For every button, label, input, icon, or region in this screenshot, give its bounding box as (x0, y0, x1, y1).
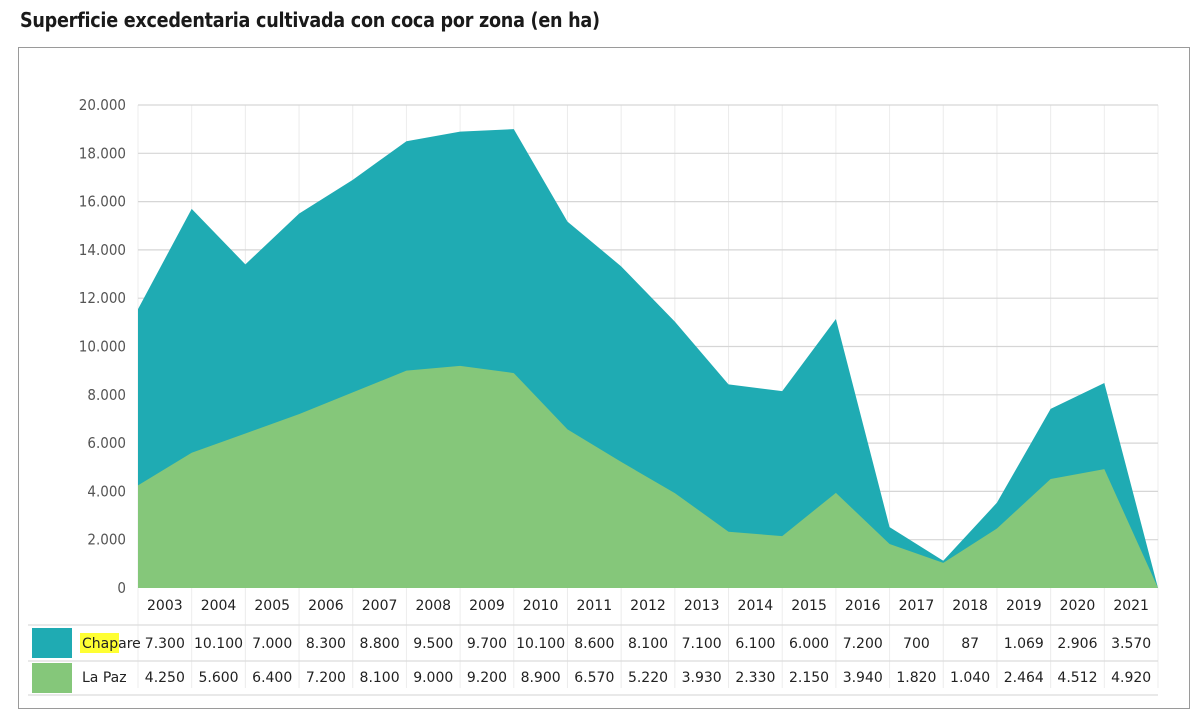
y-tick-label: 8.000 (87, 386, 126, 404)
chart-title: Superficie excedentaria cultivada con co… (20, 8, 600, 32)
y-tick-label: 20.000 (79, 96, 126, 114)
x-tick-label: 2013 (684, 598, 720, 614)
x-tick-label: 2006 (308, 598, 344, 614)
y-tick-label: 2.000 (87, 531, 126, 549)
data-label-chapare: 7.200 (843, 636, 883, 652)
data-label-chapare: 9.700 (467, 636, 507, 652)
data-label-la-paz: 1.820 (896, 670, 936, 686)
data-label-chapare: 700 (903, 636, 930, 652)
data-label-la-paz: 4.250 (145, 670, 185, 686)
data-label-chapare: 1.069 (1004, 636, 1044, 652)
y-tick-label: 6.000 (87, 434, 126, 452)
legend-swatch-chapare (32, 628, 72, 658)
data-label-la-paz: 6.570 (574, 670, 614, 686)
data-label-la-paz: 5.220 (628, 670, 668, 686)
data-label-chapare: 7.000 (252, 636, 292, 652)
data-label-la-paz: 3.930 (682, 670, 722, 686)
data-label-chapare: 7.100 (682, 636, 722, 652)
x-tick-label: 2020 (1060, 598, 1096, 614)
data-label-chapare: 3.570 (1111, 636, 1151, 652)
y-tick-label: 12.000 (79, 289, 126, 307)
x-tick-label: 2016 (845, 598, 881, 614)
data-label-chapare: 87 (961, 636, 979, 652)
data-label-la-paz: 9.200 (467, 670, 507, 686)
data-label-chapare: 2.906 (1057, 636, 1097, 652)
data-label-chapare: 9.500 (413, 636, 453, 652)
y-tick-label: 18.000 (79, 144, 126, 162)
data-label-la-paz: 2.150 (789, 670, 829, 686)
data-label-la-paz: 1.040 (950, 670, 990, 686)
y-tick-label: 14.000 (79, 241, 126, 259)
x-tick-label: 2007 (362, 598, 398, 614)
data-label-la-paz: 3.940 (843, 670, 883, 686)
y-tick-label: 0 (117, 579, 126, 597)
data-label-la-paz: 8.900 (521, 670, 561, 686)
data-label-chapare: 8.600 (574, 636, 614, 652)
data-label-la-paz: 5.600 (198, 670, 238, 686)
data-label-chapare: 10.100 (194, 636, 243, 652)
data-label-chapare: 10.100 (516, 636, 565, 652)
legend-label-la-paz: La Paz (82, 670, 127, 686)
x-tick-label: 2003 (147, 598, 183, 614)
x-tick-label: 2015 (791, 598, 827, 614)
data-label-la-paz: 4.920 (1111, 670, 1151, 686)
legend-highlight-chapare (80, 633, 119, 653)
data-label-chapare: 8.800 (360, 636, 400, 652)
x-tick-label: 2017 (899, 598, 935, 614)
x-tick-label: 2014 (738, 598, 774, 614)
data-label-la-paz: 6.400 (252, 670, 292, 686)
x-tick-label: 2005 (254, 598, 290, 614)
legend-swatch-la-paz (32, 663, 72, 693)
data-label-chapare: 8.300 (306, 636, 346, 652)
data-label-la-paz: 7.200 (306, 670, 346, 686)
y-tick-label: 10.000 (79, 338, 126, 356)
data-label-chapare: 6.100 (735, 636, 775, 652)
x-tick-label: 2004 (201, 598, 237, 614)
x-tick-label: 2021 (1113, 598, 1149, 614)
x-tick-label: 2010 (523, 598, 559, 614)
area-la-paz (138, 365, 1158, 588)
data-label-la-paz: 9.000 (413, 670, 453, 686)
data-label-chapare: 8.100 (628, 636, 668, 652)
data-label-la-paz: 4.512 (1057, 670, 1097, 686)
legend-label-chapare: Chapare (82, 636, 141, 652)
data-label-chapare: 7.300 (145, 636, 185, 652)
x-tick-label: 2011 (576, 598, 612, 614)
x-tick-label: 2008 (415, 598, 451, 614)
x-tick-label: 2012 (630, 598, 666, 614)
x-tick-label: 2009 (469, 598, 505, 614)
data-label-chapare: 6.000 (789, 636, 829, 652)
data-label-la-paz: 2.464 (1004, 670, 1044, 686)
y-tick-label: 16.000 (79, 193, 126, 211)
data-label-la-paz: 2.330 (735, 670, 775, 686)
x-tick-label: 2018 (952, 598, 988, 614)
y-tick-label: 4.000 (87, 482, 126, 500)
data-label-la-paz: 8.100 (360, 670, 400, 686)
x-tick-label: 2019 (1006, 598, 1042, 614)
